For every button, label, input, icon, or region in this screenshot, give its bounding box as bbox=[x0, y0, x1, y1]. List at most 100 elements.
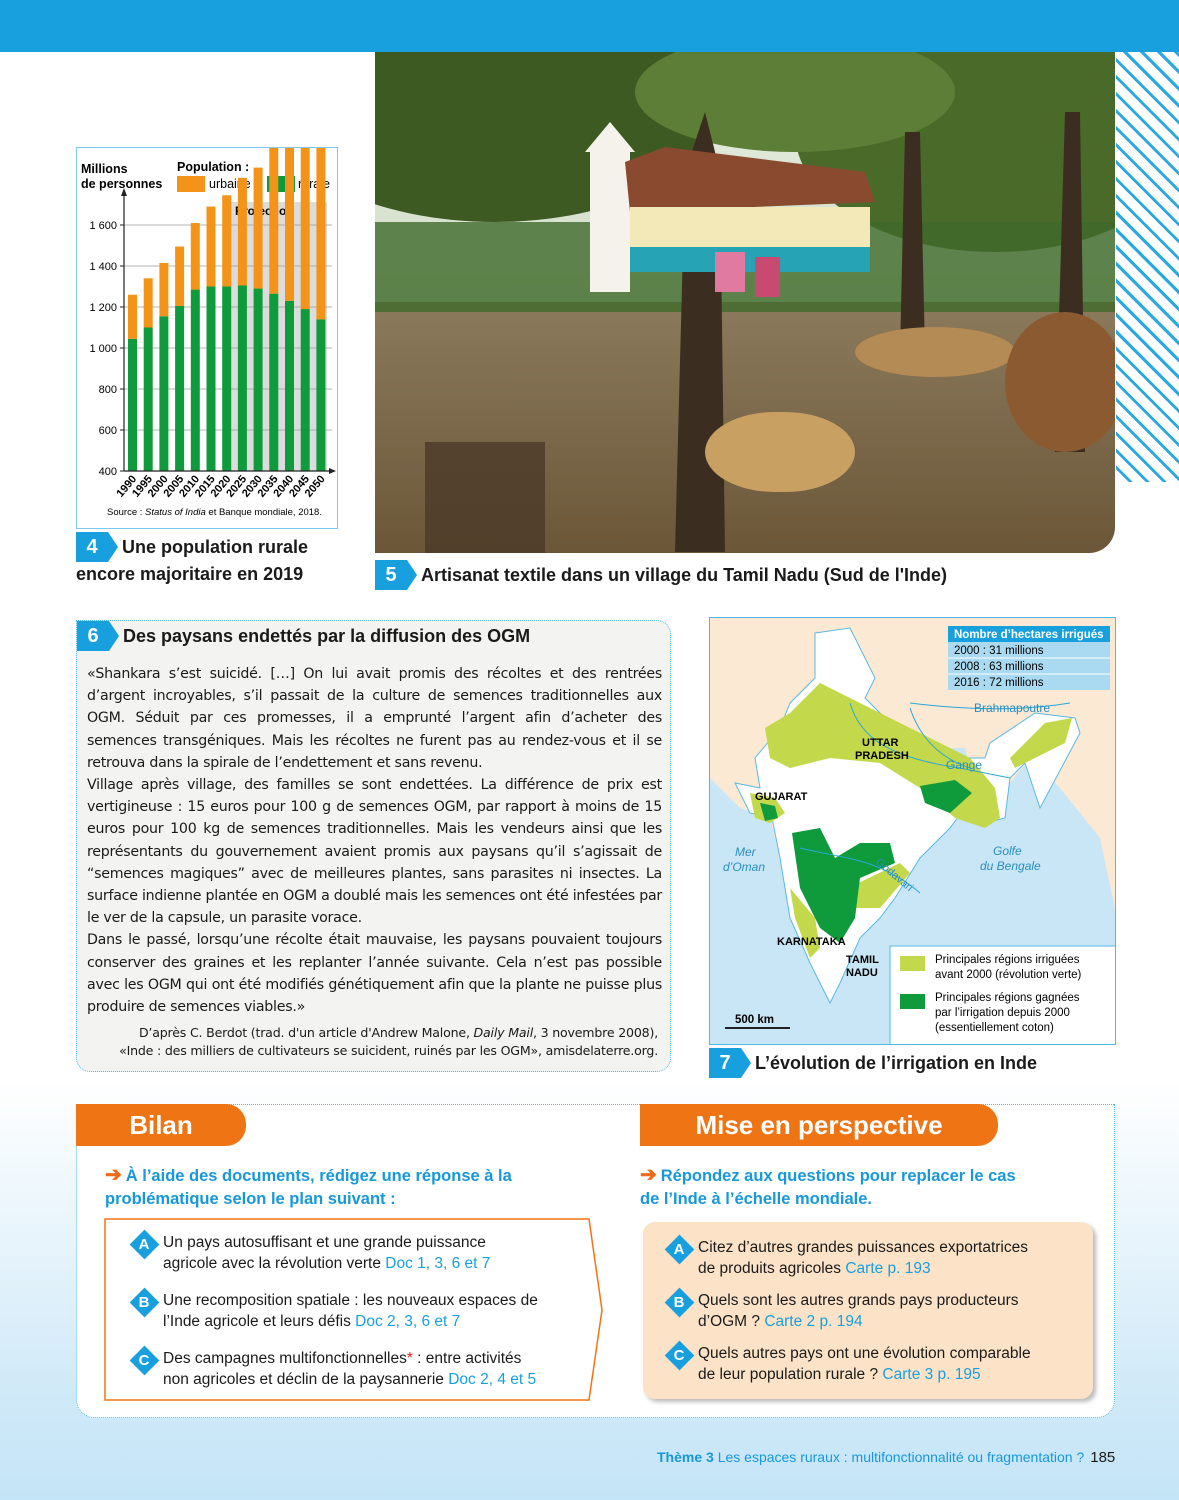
new-irrigation-gujarat bbox=[760, 803, 778, 821]
bar-rurale-2010 bbox=[190, 289, 200, 471]
arrow-right-icon: ➔ bbox=[105, 1164, 122, 1186]
table-title: Nombre d’hectares irrigués bbox=[954, 629, 1104, 641]
doc-reference-link[interactable]: Doc 1, 3, 6 et 7 bbox=[385, 1255, 491, 1272]
bar-rurale-2025 bbox=[237, 285, 247, 471]
letter-diamond-icon: B bbox=[664, 1287, 695, 1318]
label-golfe: Golfe bbox=[993, 844, 1022, 858]
y-tick-label: 600 bbox=[99, 425, 117, 437]
label-oman: d’Oman bbox=[723, 860, 765, 874]
legend-label: Principales régions irriguées bbox=[935, 954, 1080, 966]
letter-diamond-icon: C bbox=[129, 1345, 160, 1376]
bilan-item-a: A Un pays autosuffisant et une grande pui… bbox=[129, 1229, 491, 1274]
decorative-stripes bbox=[1116, 52, 1179, 482]
bar-urbaine-2010 bbox=[190, 222, 200, 290]
doc6-text-box: 6 Des paysans endettés par la diffusion d… bbox=[76, 620, 671, 1072]
bar-rurale-2030 bbox=[253, 288, 263, 471]
doc-number-badge: 6 bbox=[77, 621, 119, 651]
legend-swatch-dark bbox=[900, 994, 925, 1009]
doc-reference-link[interactable]: Carte 3 p. 195 bbox=[882, 1366, 981, 1383]
bar-urbaine-2005 bbox=[175, 246, 185, 306]
paragraph: Dans le passé, lorsqu’une récolte était … bbox=[87, 932, 662, 1016]
letter-diamond-icon: B bbox=[129, 1287, 160, 1318]
map-legend bbox=[889, 945, 1115, 1044]
perspective-item-a: A Citez d’autres grandes puissances expor… bbox=[664, 1234, 1028, 1279]
letter-diamond-icon: C bbox=[664, 1340, 695, 1371]
bilan-item-c: C Des campagnes multifonctionnelles* : en… bbox=[129, 1345, 537, 1390]
label-karnataka: KARNATAKA bbox=[777, 936, 846, 948]
bilan-frame bbox=[104, 1218, 603, 1401]
bar-rurale-2000 bbox=[159, 316, 169, 471]
table-row: 2000 : 31 millions bbox=[954, 645, 1044, 657]
perspective-title: Mise en perspective bbox=[640, 1104, 998, 1146]
paragraph: «Shankara s’est suicidé. […] On lui avai… bbox=[87, 666, 662, 771]
source-italic: Daily Mail bbox=[473, 1025, 534, 1040]
perspective-intro: ➔ Répondez aux questions pour replacer le… bbox=[640, 1164, 1016, 1208]
doc-reference-link[interactable]: Carte p. 193 bbox=[845, 1260, 931, 1277]
doc-reference-link[interactable]: Doc 2, 3, 6 et 7 bbox=[355, 1313, 461, 1330]
bilan-intro: ➔ À l’aide des documents, rédigez une rép… bbox=[105, 1164, 512, 1208]
bar-urbaine-1990 bbox=[128, 294, 137, 339]
perspective-panel bbox=[643, 1222, 1093, 1399]
doc6-source: D’après C. Berdot (trad. d'un article d'… bbox=[119, 1024, 658, 1060]
page-number: 185 bbox=[1090, 1449, 1116, 1466]
label-brahmapoutre: Brahmapoutre bbox=[974, 701, 1050, 715]
doc7-caption: 7 L’évolution de l’irrigation en Inde bbox=[709, 1048, 1037, 1078]
green-revolution-south bbox=[790, 888, 820, 958]
doc4-caption: 4 Une population rurale encore majoritair… bbox=[76, 532, 308, 586]
bar-urbaine-2050 bbox=[316, 148, 326, 320]
ganges-river bbox=[849, 702, 1011, 779]
label-uttar: UTTAR bbox=[862, 737, 899, 749]
bar-rurale-2005 bbox=[175, 305, 185, 471]
bar-rurale-2035 bbox=[269, 293, 279, 471]
bar-rurale-2040 bbox=[285, 300, 294, 471]
legend-swatch-light bbox=[900, 956, 925, 971]
doc6-quote: «Shankara s’est suicidé. […] On lui avai… bbox=[87, 663, 662, 1018]
y-axis-label-2: de personnes bbox=[81, 177, 162, 191]
label-gange: Gange bbox=[946, 758, 982, 772]
perspective-item-b: B Quels sont les autres grands pays produ… bbox=[664, 1287, 1019, 1332]
chart-svg: Millions de personnes Population : urbai… bbox=[81, 148, 336, 518]
doc-number-badge: 5 bbox=[375, 560, 417, 590]
chart-source: Source : Status of India et Banque mondi… bbox=[107, 507, 322, 518]
doc6-title-text: Des paysans endettés par la diffusion de… bbox=[123, 626, 531, 646]
label-nadu: NADU bbox=[846, 967, 878, 979]
y-tick-label: 1 600 bbox=[89, 220, 117, 232]
bar-urbaine-2025 bbox=[237, 177, 247, 286]
caption-text-2: encore majoritaire en 2019 bbox=[76, 564, 304, 584]
new-irrigation-deccan bbox=[792, 828, 895, 943]
bar-rurale-1990 bbox=[128, 338, 137, 471]
bar-rurale-2045 bbox=[300, 309, 310, 471]
table-header bbox=[948, 626, 1110, 642]
paragraph: Village après village, des familles se s… bbox=[87, 777, 662, 927]
doc-number-badge: 7 bbox=[709, 1048, 751, 1078]
bar-rurale-2020 bbox=[222, 286, 232, 471]
green-revolution-east bbox=[1010, 718, 1072, 768]
table-body bbox=[948, 642, 1110, 690]
bar-urbaine-1995 bbox=[143, 278, 153, 328]
bar-urbaine-2035 bbox=[269, 148, 279, 294]
source-text-2: , 3 novembre 2008), bbox=[533, 1025, 658, 1040]
irrigation-map: UTTAR PRADESH GUJARAT KARNATAKA TAMIL NA… bbox=[709, 617, 1116, 1045]
bar-rurale-2050 bbox=[316, 319, 326, 471]
x-axis-arrow-icon bbox=[329, 468, 336, 474]
legend-label: (essentiellement coton) bbox=[935, 1022, 1054, 1034]
label-tamil: TAMIL bbox=[846, 954, 879, 966]
bar-urbaine-2045 bbox=[300, 148, 310, 310]
table-row: 2008 : 63 millions bbox=[954, 661, 1044, 673]
doc-reference-link[interactable]: Doc 2, 4 et 5 bbox=[448, 1371, 537, 1388]
y-axis-arrow-icon bbox=[121, 188, 127, 196]
label-bengale: du Bengale bbox=[980, 859, 1041, 873]
letter-diamond-icon: A bbox=[129, 1229, 160, 1260]
source-text: D’après C. Berdot (trad. d'un article d'… bbox=[138, 1025, 474, 1040]
legend-swatch-urbaine bbox=[177, 176, 205, 192]
header-bar bbox=[0, 0, 1179, 52]
projection-label: Projection bbox=[235, 204, 294, 218]
y-tick-label: 800 bbox=[99, 384, 117, 396]
bar-urbaine-2020 bbox=[222, 195, 232, 287]
legend-label: avant 2000 (révolution verte) bbox=[935, 969, 1082, 981]
doc-reference-link[interactable]: Carte 2 p. 194 bbox=[764, 1313, 863, 1330]
bar-urbaine-2015 bbox=[206, 206, 216, 287]
bilan-perspective-section: Bilan Mise en perspective ➔ À l’aide des … bbox=[76, 1104, 1115, 1418]
caption-text: L’évolution de l’irrigation en Inde bbox=[755, 1053, 1038, 1073]
letter-diamond-icon: A bbox=[664, 1234, 695, 1265]
